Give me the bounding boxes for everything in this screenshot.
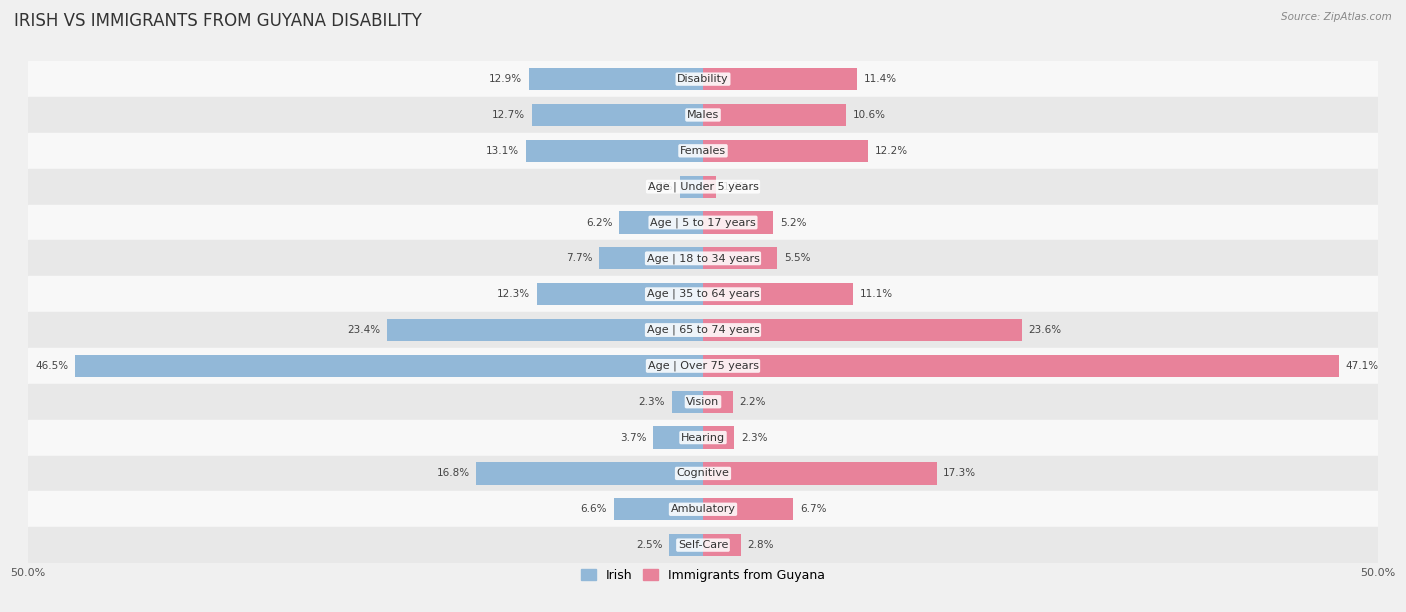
Text: Source: ZipAtlas.com: Source: ZipAtlas.com	[1281, 12, 1392, 22]
Text: 12.9%: 12.9%	[489, 74, 522, 84]
Bar	[28, 384, 1378, 420]
Text: 2.2%: 2.2%	[740, 397, 766, 407]
Bar	[703, 534, 741, 556]
Bar	[703, 104, 846, 126]
Text: 13.1%: 13.1%	[486, 146, 519, 156]
Bar	[477, 462, 703, 485]
Bar	[703, 462, 936, 485]
Bar	[28, 527, 1378, 563]
Bar	[28, 420, 1378, 455]
Text: 2.3%: 2.3%	[741, 433, 768, 442]
Text: 5.2%: 5.2%	[780, 217, 807, 228]
Bar	[28, 491, 1378, 527]
Text: 2.5%: 2.5%	[636, 540, 662, 550]
Text: Vision: Vision	[686, 397, 720, 407]
Text: Cognitive: Cognitive	[676, 468, 730, 479]
Bar	[703, 247, 778, 269]
Bar	[703, 68, 856, 90]
Bar	[703, 176, 717, 198]
Text: 23.4%: 23.4%	[347, 325, 381, 335]
Bar	[28, 312, 1378, 348]
Text: 7.7%: 7.7%	[565, 253, 592, 263]
Bar	[614, 498, 703, 520]
Bar	[28, 97, 1378, 133]
Text: 2.8%: 2.8%	[748, 540, 775, 550]
Text: Age | 5 to 17 years: Age | 5 to 17 years	[650, 217, 756, 228]
Bar	[28, 204, 1378, 241]
Text: Males: Males	[688, 110, 718, 120]
Text: 2.3%: 2.3%	[638, 397, 665, 407]
Bar	[28, 169, 1378, 204]
Text: Ambulatory: Ambulatory	[671, 504, 735, 514]
Text: 46.5%: 46.5%	[35, 361, 69, 371]
Text: 11.4%: 11.4%	[863, 74, 897, 84]
Bar	[28, 348, 1378, 384]
Bar	[526, 140, 703, 162]
Text: Females: Females	[681, 146, 725, 156]
Bar	[672, 390, 703, 413]
Text: Age | Under 5 years: Age | Under 5 years	[648, 181, 758, 192]
Text: 5.5%: 5.5%	[785, 253, 810, 263]
Text: 1.7%: 1.7%	[647, 182, 673, 192]
Text: IRISH VS IMMIGRANTS FROM GUYANA DISABILITY: IRISH VS IMMIGRANTS FROM GUYANA DISABILI…	[14, 12, 422, 30]
Bar	[703, 283, 853, 305]
Bar	[703, 140, 868, 162]
Text: 12.7%: 12.7%	[492, 110, 524, 120]
Text: Age | 18 to 34 years: Age | 18 to 34 years	[647, 253, 759, 264]
Text: 6.2%: 6.2%	[586, 217, 613, 228]
Text: Age | 65 to 74 years: Age | 65 to 74 years	[647, 325, 759, 335]
Text: 17.3%: 17.3%	[943, 468, 976, 479]
Bar	[28, 241, 1378, 276]
Bar	[28, 455, 1378, 491]
Text: Hearing: Hearing	[681, 433, 725, 442]
Text: 6.6%: 6.6%	[581, 504, 607, 514]
Bar	[703, 355, 1339, 377]
Text: 11.1%: 11.1%	[859, 289, 893, 299]
Text: 6.7%: 6.7%	[800, 504, 827, 514]
Text: 1.0%: 1.0%	[723, 182, 749, 192]
Bar	[703, 211, 773, 234]
Bar	[531, 104, 703, 126]
Bar	[387, 319, 703, 341]
Text: Self-Care: Self-Care	[678, 540, 728, 550]
Text: 23.6%: 23.6%	[1028, 325, 1062, 335]
Bar	[537, 283, 703, 305]
Text: 12.3%: 12.3%	[498, 289, 530, 299]
Text: 10.6%: 10.6%	[853, 110, 886, 120]
Bar	[703, 319, 1022, 341]
Bar	[703, 498, 793, 520]
Text: 12.2%: 12.2%	[875, 146, 907, 156]
Bar	[703, 390, 733, 413]
Text: Age | Over 75 years: Age | Over 75 years	[648, 360, 758, 371]
Bar	[681, 176, 703, 198]
Bar	[669, 534, 703, 556]
Bar	[619, 211, 703, 234]
Bar	[76, 355, 703, 377]
Text: 16.8%: 16.8%	[436, 468, 470, 479]
Text: 3.7%: 3.7%	[620, 433, 647, 442]
Bar	[28, 133, 1378, 169]
Bar	[28, 276, 1378, 312]
Legend: Irish, Immigrants from Guyana: Irish, Immigrants from Guyana	[576, 564, 830, 587]
Text: 47.1%: 47.1%	[1346, 361, 1379, 371]
Bar	[529, 68, 703, 90]
Text: Disability: Disability	[678, 74, 728, 84]
Text: Age | 35 to 64 years: Age | 35 to 64 years	[647, 289, 759, 299]
Bar	[703, 427, 734, 449]
Bar	[599, 247, 703, 269]
Bar	[28, 61, 1378, 97]
Bar	[652, 427, 703, 449]
